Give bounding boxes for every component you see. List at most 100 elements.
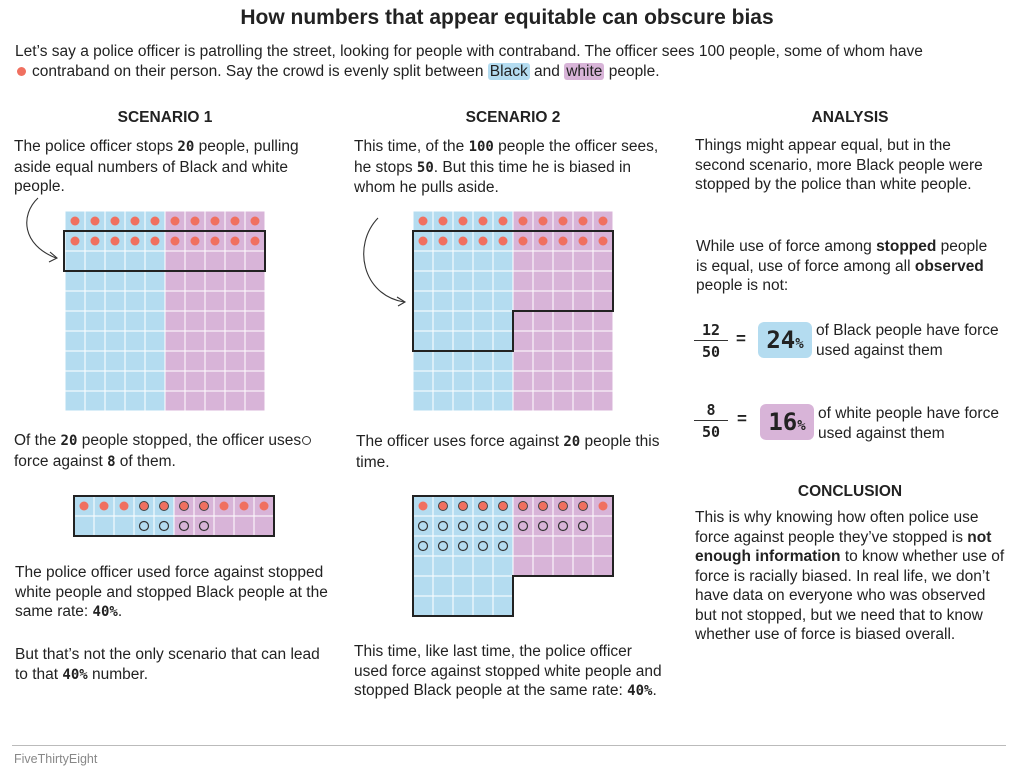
- grid-cell: [512, 330, 534, 352]
- grid-cell: [472, 350, 494, 372]
- scenario2-para1: This time, of the 100 people the officer…: [354, 138, 659, 196]
- grid-cell: [204, 330, 226, 352]
- grid-cell: [153, 515, 175, 537]
- contraband-dot: [90, 216, 100, 226]
- black-label: Black: [487, 63, 530, 80]
- contraband-dot: [70, 216, 80, 226]
- contraband-dot: [498, 236, 508, 246]
- grid-cell: [432, 390, 454, 412]
- grid-cell: [532, 290, 554, 312]
- contraband-dot: [179, 501, 189, 511]
- scenario1-stop-outline: [63, 230, 266, 272]
- grid-cell: [452, 515, 474, 537]
- grid-cell: [224, 330, 246, 352]
- force-ring: [537, 520, 549, 532]
- force-ring: [557, 520, 569, 532]
- grid-cell: [184, 390, 206, 412]
- grid-cell: [452, 270, 474, 292]
- force-ring: [138, 520, 150, 532]
- credit: FiveThirtyEight: [14, 752, 98, 766]
- force-ring: [517, 520, 529, 532]
- grid-cell: [572, 310, 594, 332]
- grid-cell: [512, 390, 534, 412]
- grid-cell: [164, 270, 186, 292]
- grid-cell: [64, 250, 86, 272]
- intro-part1: Let’s say a police officer is patrolling…: [15, 43, 923, 60]
- contraband-dot: [110, 236, 120, 246]
- grid-cell: [492, 535, 514, 557]
- grid-cell: [512, 515, 534, 537]
- grid-cell: [93, 515, 115, 537]
- force-ring: [477, 540, 489, 552]
- grid-cell: [592, 555, 614, 577]
- grid-cell: [412, 270, 434, 292]
- grid-cell: [124, 310, 146, 332]
- grid-cell: [552, 290, 574, 312]
- grid-cell: [432, 310, 454, 332]
- grid-cell: [104, 350, 126, 372]
- grid-cell: [592, 390, 614, 412]
- contraband-dot: [199, 501, 209, 511]
- analysis-para2: While use of force among stopped people …: [696, 238, 988, 294]
- grid-cell: [432, 575, 454, 597]
- contraband-dot: [598, 236, 608, 246]
- contraband-dot: [598, 501, 608, 511]
- grid-cell: [592, 515, 614, 537]
- grid-cell: [512, 250, 534, 272]
- grid-cell: [244, 310, 266, 332]
- grid-cell: [452, 535, 474, 557]
- contraband-dot: [538, 501, 548, 511]
- force-ring: [437, 540, 449, 552]
- grid-cell: [204, 290, 226, 312]
- contraband-dot: [90, 236, 100, 246]
- grid-cell: [124, 350, 146, 372]
- grid-cell: [492, 390, 514, 412]
- contraband-dot: [518, 501, 528, 511]
- grid-cell: [64, 310, 86, 332]
- force-ring: [577, 520, 589, 532]
- scenario2-stopped-outline: [412, 495, 614, 617]
- grid-cell: [532, 555, 554, 577]
- contraband-dot: [70, 236, 80, 246]
- force-ring: [437, 520, 449, 532]
- grid-cell: [452, 575, 474, 597]
- grid-cell: [244, 390, 266, 412]
- grid-cell: [184, 370, 206, 392]
- force-ring: [497, 540, 509, 552]
- grid-cell: [124, 270, 146, 292]
- contraband-dot: [458, 236, 468, 246]
- contraband-dot: [259, 501, 269, 511]
- grid-cell: [184, 310, 206, 332]
- grid-cell: [492, 350, 514, 372]
- grid-cell: [492, 290, 514, 312]
- contraband-dot: [558, 216, 568, 226]
- grid-cell: [452, 555, 474, 577]
- grid-cell: [432, 515, 454, 537]
- contraband-dot: [518, 236, 528, 246]
- grid-cell: [432, 350, 454, 372]
- contraband-dot-icon: [17, 66, 26, 76]
- grid-cell: [164, 290, 186, 312]
- grid-cell: [532, 535, 554, 557]
- grid-cell: [592, 270, 614, 292]
- grid-cell: [552, 330, 574, 352]
- grid-cell: [572, 515, 594, 537]
- grid-cell: [572, 270, 594, 292]
- analysis-heading: ANALYSIS: [811, 109, 889, 126]
- grid-cell: [432, 270, 454, 292]
- grid-cell: [552, 270, 574, 292]
- grid-cell: [492, 595, 514, 617]
- grid-cell: [84, 350, 106, 372]
- grid-cell: [412, 370, 434, 392]
- contraband-dot: [130, 236, 140, 246]
- contraband-dot: [130, 216, 140, 226]
- grid-cell: [184, 350, 206, 372]
- grid-cell: [224, 370, 246, 392]
- scenario2-arrow-head: [396, 296, 407, 307]
- grid-cell: [253, 515, 275, 537]
- grid-cell: [64, 390, 86, 412]
- grid-cell: [592, 350, 614, 372]
- force-ring: [477, 520, 489, 532]
- grid-cell: [412, 555, 434, 577]
